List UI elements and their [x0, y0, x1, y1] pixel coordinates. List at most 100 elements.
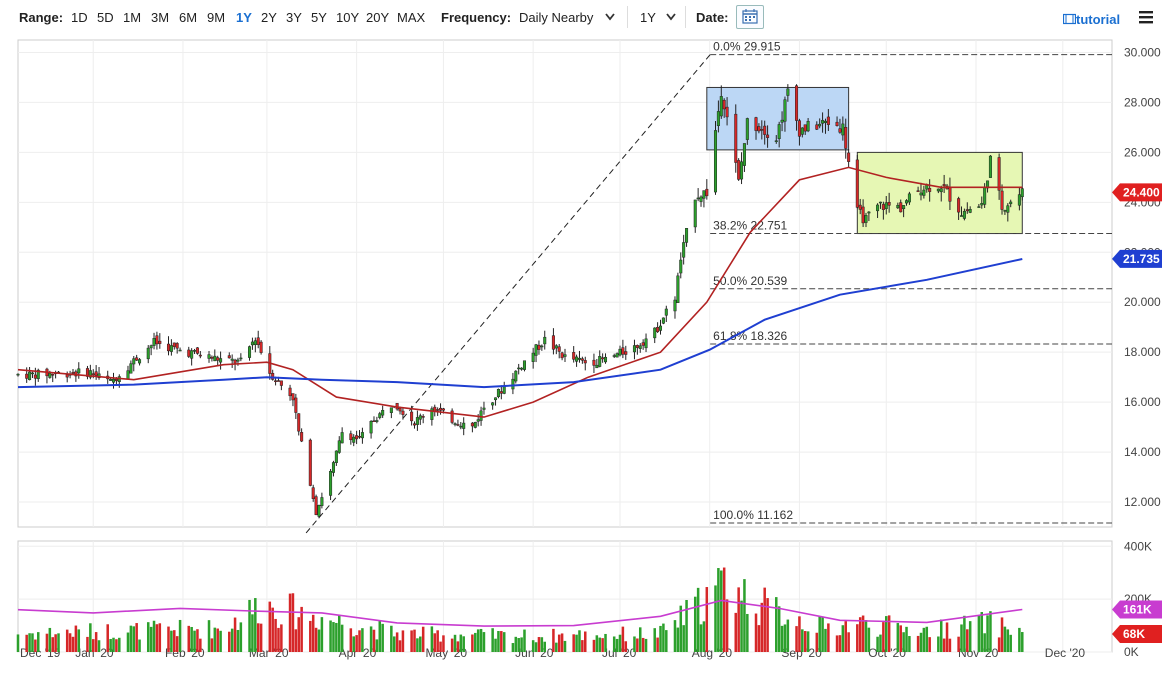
range-5y[interactable]: 5Y	[311, 10, 327, 25]
candle-body	[988, 155, 992, 178]
menu-icon[interactable]	[1139, 10, 1153, 24]
volume-bar	[939, 619, 943, 652]
volume-bar	[824, 628, 827, 652]
volume-bar	[948, 638, 952, 652]
volume-bar	[922, 627, 926, 652]
candle-body	[236, 359, 240, 362]
divider	[685, 6, 686, 28]
candle-body	[899, 202, 903, 213]
candle-body	[673, 299, 677, 312]
candle-body	[129, 363, 133, 374]
candle-body	[722, 99, 726, 110]
range-2y[interactable]: 2Y	[261, 10, 277, 25]
volume-bar	[734, 612, 738, 652]
range-max[interactable]: MAX	[397, 10, 426, 25]
volume-bar	[803, 631, 807, 652]
volume-bar	[482, 632, 486, 652]
volume-bar	[213, 627, 217, 652]
frequency-select[interactable]: Daily Nearby	[519, 10, 594, 25]
candle-body	[349, 433, 353, 441]
tutorial-link[interactable]: tutorial	[1062, 12, 1120, 27]
volume-bar	[474, 632, 477, 652]
candle-body	[821, 120, 825, 124]
candle-body	[734, 113, 738, 163]
volume-bar	[980, 612, 984, 652]
chevron-down-icon[interactable]	[605, 13, 615, 21]
candle-body	[844, 127, 848, 149]
volume-bar	[199, 638, 202, 652]
range-3m[interactable]: 3M	[151, 10, 170, 25]
x-axis-label: Apr '20	[339, 646, 377, 660]
price-tick-label: 18.000	[1124, 345, 1161, 359]
volume-bar	[152, 620, 156, 652]
last-price-badge: 24.400	[1123, 185, 1160, 199]
range-box-green	[856, 151, 1023, 235]
volume-bar	[673, 620, 677, 652]
candle-body	[381, 410, 385, 416]
volume-bar	[500, 631, 503, 652]
candle-body	[858, 204, 862, 210]
candle-body	[239, 357, 243, 360]
range-20y[interactable]: 20Y	[366, 10, 390, 25]
candle-body	[334, 450, 338, 463]
range-9m[interactable]: 9M	[207, 10, 226, 25]
candle-body	[624, 351, 628, 355]
candle-body	[745, 118, 749, 140]
candle-body	[25, 373, 29, 379]
candle-body	[88, 370, 92, 378]
candle-body	[175, 343, 179, 349]
candle-body	[453, 423, 457, 425]
volume-bar	[369, 626, 373, 652]
candle-body	[679, 259, 683, 274]
volume-bar	[421, 626, 425, 652]
candle-body	[1017, 194, 1021, 206]
volume-bar	[175, 636, 179, 652]
volume-bar	[887, 615, 891, 652]
range-1y[interactable]: 1Y	[236, 10, 252, 25]
calendar-button[interactable]	[736, 5, 764, 29]
candle-body	[615, 353, 619, 358]
range-1m[interactable]: 1M	[123, 10, 142, 25]
volume-bar	[746, 613, 749, 652]
volume-bar	[963, 615, 966, 652]
volume-bar	[882, 622, 885, 652]
candle-body	[274, 380, 278, 382]
range-1d[interactable]: 1D	[71, 10, 88, 25]
volume-bar	[1021, 632, 1024, 652]
volume-bar	[621, 626, 625, 652]
volume-bar	[254, 598, 257, 652]
candle-body	[577, 357, 581, 360]
candle-body	[459, 425, 463, 428]
price-tick-label: 20.000	[1124, 295, 1161, 309]
volume-badge-bg	[1112, 625, 1162, 644]
range-3y[interactable]: 3Y	[286, 10, 302, 25]
range-10y[interactable]: 10Y	[336, 10, 360, 25]
volume-bar	[584, 631, 587, 652]
period-select[interactable]: 1Y	[640, 10, 656, 25]
volume-bar	[543, 641, 546, 652]
chevron-down-icon[interactable]	[666, 13, 676, 21]
volume-bar	[902, 632, 905, 652]
candle-body	[682, 242, 686, 258]
candle-body	[653, 327, 657, 339]
candle-body	[77, 368, 81, 374]
volume-bar	[37, 632, 40, 652]
fib-level-label: 50.0% 20.539	[713, 274, 787, 288]
volume-bar	[453, 634, 457, 652]
volume-bar	[835, 635, 839, 652]
range-5d[interactable]: 5D	[97, 10, 114, 25]
tutorial-icon	[1062, 13, 1077, 25]
price-chart[interactable]: 12.00014.00016.00018.00020.00022.00024.0…	[0, 36, 1164, 694]
x-axis-label: Dec '20	[1045, 646, 1086, 660]
volume-bar	[274, 618, 277, 652]
moving-average-badge-bg	[1112, 249, 1162, 268]
range-6m[interactable]: 6M	[179, 10, 198, 25]
candle-body	[815, 124, 819, 130]
candle-body	[592, 359, 596, 366]
volume-bar	[138, 639, 141, 652]
candle-body	[132, 358, 136, 365]
volume-bar	[534, 642, 538, 652]
candle-body	[948, 187, 952, 202]
candle-body	[867, 211, 871, 214]
volume-bar	[112, 637, 115, 652]
